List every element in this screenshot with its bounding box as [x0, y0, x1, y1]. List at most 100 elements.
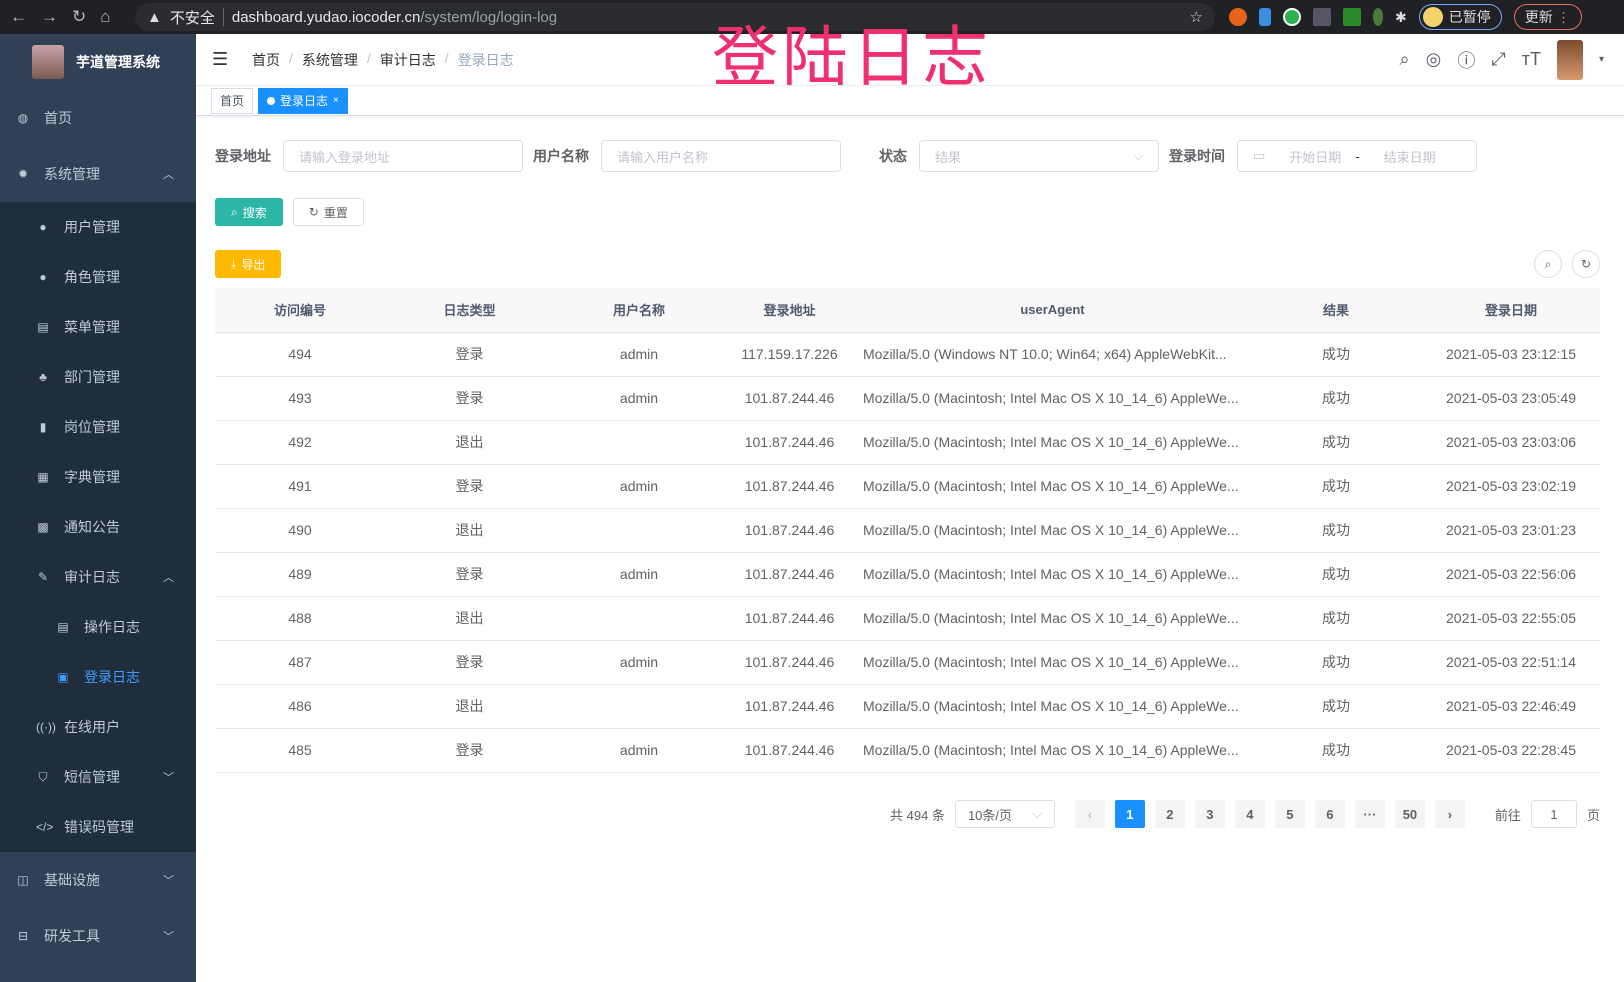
toggle-search-button[interactable]: ⌕ — [1534, 250, 1562, 278]
table-row[interactable]: 493 登录 admin 101.87.244.46 Mozilla/5.0 (Maci… — [215, 376, 1600, 421]
extension-icon[interactable] — [1313, 8, 1331, 26]
page-button[interactable]: 50 — [1394, 800, 1425, 828]
table-cell: Mozilla/5.0 (Macintosh; Intel Mac OS X 1… — [855, 640, 1250, 685]
table-row[interactable]: 490 退出 101.87.244.46 Mozilla/5.0 (Macintosh… — [215, 508, 1600, 553]
table-cell: admin — [554, 552, 724, 597]
breadcrumb-item[interactable]: 审计日志 — [379, 51, 436, 68]
sidebar-item-label: 短信管理 — [64, 769, 120, 785]
sidebar-item-dict[interactable]: ▦ 字典管理 — [0, 452, 196, 502]
question-icon[interactable]: ⓘ — [1457, 50, 1476, 71]
page-button[interactable]: 5 — [1274, 800, 1305, 828]
extension-icon[interactable] — [1373, 8, 1383, 26]
avatar[interactable] — [1556, 39, 1583, 80]
close-icon[interactable]: × — [333, 95, 339, 106]
table-cell: Mozilla/5.0 (Macintosh; Intel Mac OS X 1… — [855, 376, 1250, 421]
sidebar-item-user[interactable]: ● 用户管理 — [0, 202, 196, 252]
back-icon[interactable]: ← — [10, 7, 27, 26]
tree-icon: ♣ — [39, 370, 47, 384]
more-pages-button[interactable]: ··· — [1354, 800, 1385, 828]
forward-icon[interactable]: → — [41, 7, 58, 26]
table-cell: 101.87.244.46 — [724, 640, 855, 685]
puzzle-icon[interactable]: ✱ — [1395, 8, 1407, 25]
shield-icon: ⛉ — [38, 769, 48, 784]
table-cell: 成功 — [1250, 596, 1422, 641]
table-cell: 登录 — [385, 640, 554, 685]
date-range-picker[interactable]: ▭ 开始日期 - 结束日期 — [1237, 140, 1477, 172]
page-button[interactable]: 6 — [1314, 800, 1345, 828]
table-cell: admin — [554, 332, 724, 377]
table-row[interactable]: 494 登录 admin 117.159.17.226 Mozilla/5.0 (Win… — [215, 332, 1600, 377]
update-button[interactable]: 更新 ⋮ — [1513, 4, 1582, 30]
sidebar-item-audit[interactable]: ✎ 审计日志 ︿ — [0, 552, 196, 602]
table-row[interactable]: 485 登录 admin 101.87.244.46 Mozilla/5.0 (Maci… — [215, 728, 1600, 773]
profile-button[interactable]: 已暂停 — [1418, 4, 1502, 30]
search-button[interactable]: ⌕ 搜索 — [215, 198, 283, 226]
sidebar-item-notice[interactable]: ▩ 通知公告 — [0, 502, 196, 552]
search-icon[interactable]: ⌕ — [1399, 49, 1410, 69]
button-label: 导出 — [241, 257, 266, 272]
table-row[interactable]: 488 退出 101.87.244.46 Mozilla/5.0 (Macintosh… — [215, 596, 1600, 641]
extension-icon[interactable] — [1259, 8, 1271, 26]
table-row[interactable]: 489 登录 admin 101.87.244.46 Mozilla/5.0 (Maci… — [215, 552, 1600, 597]
extension-icon[interactable] — [1229, 8, 1247, 26]
sidebar-item-system[interactable]: ✹ 系统管理 ︿ — [0, 146, 196, 202]
fullscreen-icon[interactable]: ⤢ — [1491, 49, 1506, 69]
reload-icon[interactable]: ↻ — [72, 7, 87, 26]
gear-icon: ✹ — [17, 167, 29, 181]
page-button[interactable]: 4 — [1234, 800, 1265, 828]
username-input[interactable]: 请输入用户名称 — [601, 140, 841, 172]
breadcrumb-item[interactable]: 系统管理 — [301, 51, 358, 68]
prev-page-button[interactable]: ‹ — [1074, 800, 1105, 828]
extension-icon[interactable] — [1343, 8, 1361, 26]
sidebar-item-error-code[interactable]: </> 错误码管理 — [0, 802, 196, 852]
home-icon[interactable]: ⌂ — [100, 7, 111, 26]
breadcrumb-item[interactable]: 首页 — [252, 51, 280, 68]
sidebar-item-dept[interactable]: ♣ 部门管理 — [0, 352, 196, 402]
sidebar-item-label: 研发工具 — [44, 928, 100, 944]
tab-login-log[interactable]: 登录日志 × — [258, 87, 348, 114]
goto-page-input[interactable]: 1 — [1530, 800, 1577, 828]
page-button[interactable]: 2 — [1154, 800, 1185, 828]
next-page-button[interactable]: › — [1434, 800, 1465, 828]
table-cell: Mozilla/5.0 (Macintosh; Intel Mac OS X 1… — [855, 552, 1250, 597]
table-row[interactable]: 487 登录 admin 101.87.244.46 Mozilla/5.0 (Maci… — [215, 640, 1600, 685]
address-bar[interactable]: ▲ 不安全 dashboard.yudao.iocoder.cn/system/… — [135, 3, 1215, 31]
sidebar-item-operate-log[interactable]: ▤ 操作日志 — [0, 602, 196, 652]
table-row[interactable]: 491 登录 admin 101.87.244.46 Mozilla/5.0 (Maci… — [215, 464, 1600, 509]
table-cell — [554, 420, 724, 465]
reset-button[interactable]: ↻ 重置 — [292, 198, 364, 226]
table-cell: 2021-05-03 23:03:06 — [1422, 420, 1600, 465]
sidebar-item-sms[interactable]: ⛉ 短信管理 ﹀ — [0, 752, 196, 802]
extension-icon[interactable] — [1283, 8, 1301, 26]
sidebar-item-role[interactable]: ● 角色管理 — [0, 252, 196, 302]
logo[interactable]: 芋道管理系统 — [0, 34, 196, 90]
chevron-up-icon: ︿ — [163, 169, 174, 181]
sidebar-item-home[interactable]: ◍ 首页 — [0, 90, 196, 146]
table-row[interactable]: 492 退出 101.87.244.46 Mozilla/5.0 (Macintosh… — [215, 420, 1600, 465]
table-cell: 登录 — [385, 728, 554, 773]
sidebar-item-infra[interactable]: ◫ 基础设施 ﹀ — [0, 852, 196, 908]
table-row[interactable]: 486 退出 101.87.244.46 Mozilla/5.0 (Macintosh… — [215, 684, 1600, 729]
bookmark-star-icon[interactable]: ☆ — [1189, 9, 1203, 26]
page-button[interactable]: 3 — [1194, 800, 1225, 828]
end-date[interactable]: 结束日期 — [1383, 149, 1436, 165]
app-title: 芋道管理系统 — [76, 54, 160, 70]
sidebar-item-menu[interactable]: ▤ 菜单管理 — [0, 302, 196, 352]
hamburger-icon[interactable]: ☰ — [212, 49, 229, 69]
export-button[interactable]: ⤓ 导出 — [215, 250, 282, 278]
font-size-icon[interactable]: ᴛT — [1521, 49, 1541, 69]
github-icon[interactable]: ◎ — [1425, 49, 1442, 69]
refresh-button[interactable]: ↻ — [1572, 250, 1600, 278]
page-button[interactable]: 1 — [1114, 800, 1145, 828]
sidebar-item-post[interactable]: ▮ 岗位管理 — [0, 402, 196, 452]
ip-input[interactable]: 请输入登录地址 — [283, 140, 523, 172]
page-size-select[interactable]: 10条/页 ⌵ — [954, 800, 1055, 828]
start-date[interactable]: 开始日期 — [1289, 149, 1342, 165]
caret-down-icon[interactable]: ▾ — [1598, 54, 1604, 65]
sidebar-item-tool[interactable]: ⊟ 研发工具 ﹀ — [0, 908, 196, 964]
tab-home[interactable]: 首页 — [211, 87, 254, 114]
sidebar-item-online[interactable]: ((·)) 在线用户 — [0, 702, 196, 752]
sidebar-item-login-log[interactable]: ▣ 登录日志 — [0, 652, 196, 702]
table-cell: Mozilla/5.0 (Macintosh; Intel Mac OS X 1… — [855, 596, 1250, 641]
status-select[interactable]: 结果 ⌵ — [919, 140, 1159, 172]
